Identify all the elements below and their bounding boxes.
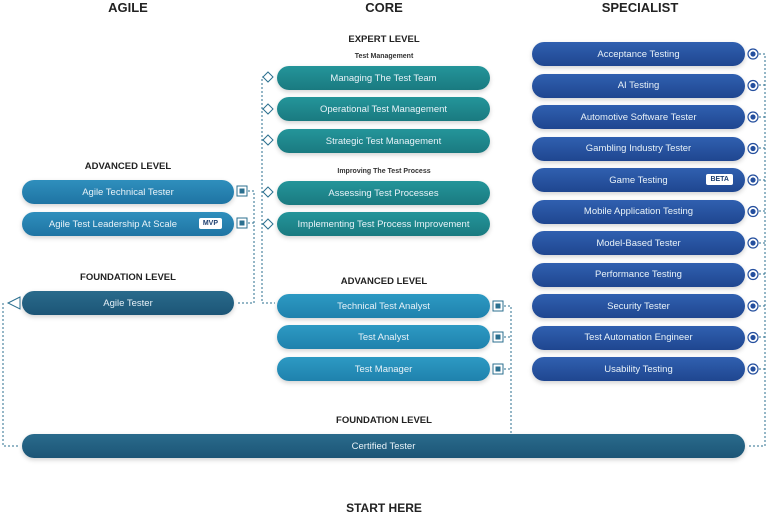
pill-label: Model-Based Tester — [596, 237, 681, 249]
beta-badge: BETA — [706, 174, 733, 185]
technical-test-analyst[interactable]: Technical Test Analyst — [277, 294, 490, 318]
improving-test-process-title: Improving The Test Process — [337, 168, 431, 175]
assessing-test-processes[interactable]: Assessing Test Processes — [277, 181, 490, 205]
specialist-performance-testing[interactable]: Performance Testing — [532, 262, 745, 287]
specialist-usability-testing[interactable]: Usability Testing — [532, 357, 745, 381]
test-manager[interactable]: Test Manager — [277, 357, 490, 381]
column-header-agile: AGILE — [108, 0, 148, 15]
specialist-model-based-tester[interactable]: Model-Based Tester — [532, 231, 745, 255]
agile-tester[interactable]: Agile Tester — [22, 291, 234, 315]
agile-advanced-title: ADVANCED LEVEL — [84, 161, 172, 172]
specialist-mobile-application-testing[interactable]: Mobile Application Testing — [532, 199, 745, 224]
pill-label: Agile Test Leadership At Scale — [48, 218, 178, 230]
managing-test-team[interactable]: Managing The Test Team — [277, 66, 490, 90]
agile-test-leadership[interactable]: Agile Test Leadership At Scale MVP — [22, 212, 234, 236]
expert-level-title: EXPERT LEVEL — [348, 34, 420, 45]
pill-label: AI Testing — [617, 80, 660, 91]
pill-label: Acceptance Testing — [597, 48, 680, 60]
specialist-security-tester[interactable]: Security Tester — [532, 294, 745, 318]
test-analyst[interactable]: Test Analyst — [277, 325, 490, 349]
test-management-title: Test Management — [354, 53, 414, 60]
column-header-specialist: SPECIALIST — [601, 0, 679, 15]
implementing-test-process-improvement[interactable]: Implementing Test Process Improvement — [277, 212, 490, 236]
mvp-badge: MVP — [198, 218, 222, 229]
strategic-test-management[interactable]: Strategic Test Management — [277, 129, 490, 153]
operational-test-management[interactable]: Operational Test Management — [277, 97, 490, 121]
pill-label: Automotive Software Tester — [580, 111, 697, 123]
start-here-label: START HERE — [346, 501, 422, 515]
specialist-automotive-software-tester[interactable]: Automotive Software Tester — [532, 105, 745, 129]
specialist-game-testing[interactable]: Game Testing BETA — [532, 168, 745, 192]
agile-foundation-title: FOUNDATION LEVEL — [80, 272, 176, 283]
core-foundation-title: FOUNDATION LEVEL — [336, 415, 432, 426]
specialist-ai-testing[interactable]: AI Testing — [532, 73, 745, 98]
pill-label: Game Testing — [609, 174, 668, 186]
agile-technical-tester[interactable]: Agile Technical Tester — [22, 180, 234, 204]
pill-label: Performance Testing — [595, 269, 682, 280]
column-header-core: CORE — [365, 0, 403, 15]
core-advanced-title: ADVANCED LEVEL — [340, 276, 428, 287]
pill-label: Usability Testing — [604, 363, 673, 375]
pill-label: Mobile Application Testing — [583, 206, 694, 217]
specialist-acceptance-testing[interactable]: Acceptance Testing — [532, 42, 745, 66]
pill-label: Security Tester — [607, 300, 670, 312]
specialist-test-automation-engineer[interactable]: Test Automation Engineer — [532, 325, 745, 350]
specialist-gambling-industry-tester[interactable]: Gambling Industry Tester — [532, 136, 745, 161]
pill-label: Gambling Industry Tester — [585, 143, 692, 154]
certified-tester[interactable]: Certified Tester — [22, 434, 745, 458]
pill-label: Test Automation Engineer — [584, 332, 693, 343]
